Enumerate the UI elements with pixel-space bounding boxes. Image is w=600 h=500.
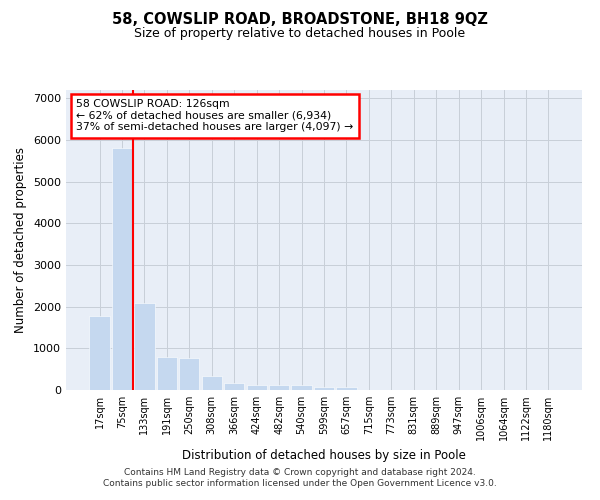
- Bar: [202, 376, 222, 390]
- Text: Contains HM Land Registry data © Crown copyright and database right 2024.
Contai: Contains HM Land Registry data © Crown c…: [103, 468, 497, 487]
- Bar: [157, 356, 177, 390]
- Bar: [134, 304, 155, 390]
- Bar: [247, 385, 267, 390]
- Bar: [179, 358, 199, 390]
- Bar: [269, 386, 289, 390]
- Text: 58, COWSLIP ROAD, BROADSTONE, BH18 9QZ: 58, COWSLIP ROAD, BROADSTONE, BH18 9QZ: [112, 12, 488, 28]
- Bar: [89, 316, 110, 390]
- Bar: [337, 387, 356, 390]
- Text: 58 COWSLIP ROAD: 126sqm
← 62% of detached houses are smaller (6,934)
37% of semi: 58 COWSLIP ROAD: 126sqm ← 62% of detache…: [76, 99, 353, 132]
- Text: Size of property relative to detached houses in Poole: Size of property relative to detached ho…: [134, 28, 466, 40]
- Y-axis label: Number of detached properties: Number of detached properties: [14, 147, 28, 333]
- Bar: [112, 148, 132, 390]
- Bar: [314, 386, 334, 390]
- Bar: [224, 382, 244, 390]
- X-axis label: Distribution of detached houses by size in Poole: Distribution of detached houses by size …: [182, 448, 466, 462]
- Bar: [292, 386, 311, 390]
